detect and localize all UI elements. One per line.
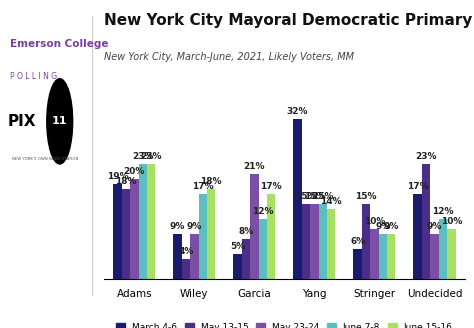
Bar [447,229,456,279]
Text: 17%: 17% [407,182,428,191]
Text: PIX: PIX [8,114,36,129]
Bar [242,239,250,279]
Bar [430,234,439,279]
Text: Emerson College: Emerson College [10,39,109,49]
Text: 17%: 17% [192,182,214,191]
Bar [422,164,430,279]
Text: 23%: 23% [140,152,162,161]
Text: 11: 11 [52,116,67,126]
Bar [259,219,267,279]
Bar [250,174,259,279]
Text: 18%: 18% [201,177,222,186]
Bar [327,209,336,279]
Bar [138,164,147,279]
Text: NEW YORK'S OWN NEWS STATION: NEW YORK'S OWN NEWS STATION [11,157,78,161]
Circle shape [47,79,73,164]
Legend: March 4-6, May 13-15, May 23-24, June 7-8, June 15-16: March 4-6, May 13-15, May 23-24, June 7-… [112,319,456,328]
Bar [413,194,422,279]
Text: 15%: 15% [295,192,317,201]
Bar [302,204,310,279]
Text: 9%: 9% [187,222,202,231]
Text: 20%: 20% [124,167,145,176]
Bar [439,219,447,279]
Text: 8%: 8% [238,227,254,236]
Text: 6%: 6% [350,237,365,246]
Bar [182,259,190,279]
Bar [362,204,370,279]
Text: 12%: 12% [252,207,273,216]
Bar [233,254,242,279]
Bar [130,179,138,279]
Text: New York City, March-June, 2021, Likely Voters, MM: New York City, March-June, 2021, Likely … [104,52,354,62]
Bar [122,189,130,279]
Text: 9%: 9% [383,222,399,231]
Bar [113,184,122,279]
Text: 5%: 5% [230,242,245,251]
Bar [293,119,302,279]
Text: 15%: 15% [312,192,334,201]
Text: 18%: 18% [115,177,137,186]
Bar [199,194,207,279]
Bar [310,204,319,279]
Bar [319,204,327,279]
Bar [354,249,362,279]
Text: 4%: 4% [178,247,193,256]
Text: 32%: 32% [287,107,309,116]
Bar [207,189,215,279]
Bar [190,234,199,279]
Text: 10%: 10% [441,217,462,226]
Text: 9%: 9% [375,222,391,231]
Text: 15%: 15% [356,192,377,201]
Text: 10%: 10% [364,217,385,226]
Bar [379,234,387,279]
Text: 12%: 12% [432,207,454,216]
Text: 15%: 15% [304,192,325,201]
Text: 23%: 23% [415,152,437,161]
Text: 9%: 9% [170,222,185,231]
Text: 21%: 21% [244,162,265,171]
Text: 23%: 23% [132,152,154,161]
Text: P O L L I N G: P O L L I N G [10,72,57,81]
Bar [147,164,155,279]
Bar [173,234,182,279]
Bar [387,234,395,279]
Text: 14%: 14% [320,197,342,206]
Bar [267,194,275,279]
Text: 9%: 9% [427,222,442,231]
Text: New York City Mayoral Democratic Primary: New York City Mayoral Democratic Primary [104,13,473,28]
Text: 19%: 19% [107,172,128,181]
Text: 17%: 17% [260,182,282,191]
Bar [370,229,379,279]
